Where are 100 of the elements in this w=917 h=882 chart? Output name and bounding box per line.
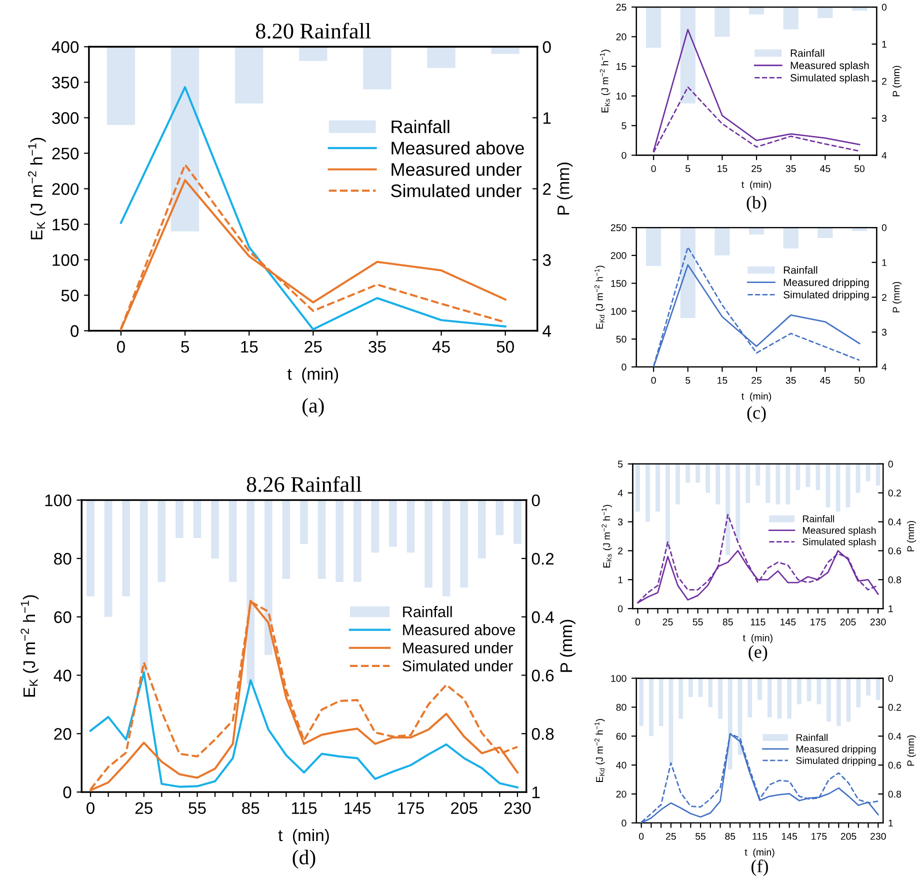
bar (636, 464, 640, 512)
y2-tick-label: 1 (532, 786, 540, 798)
x-tick-label: 25 (666, 832, 676, 840)
y2-axis-title: P (mm) (557, 162, 573, 215)
y2-tick-label: 3 (882, 114, 886, 122)
x-tick-label: 50 (854, 376, 865, 384)
bar (246, 500, 255, 684)
bar (678, 678, 683, 719)
bar (836, 678, 841, 726)
bar (846, 464, 850, 508)
x-tick-label: 55 (692, 618, 703, 626)
x-tick-label: 25 (135, 802, 152, 814)
legend-label: Rainfall (403, 606, 452, 618)
bar (646, 464, 650, 522)
x-tick-label: 0 (635, 618, 640, 626)
bar (389, 500, 397, 547)
bar (646, 228, 662, 266)
y-tick-label: 5 (622, 122, 626, 130)
bar (767, 678, 772, 718)
bar (756, 464, 760, 486)
x-axis-title: t (min) (744, 848, 774, 858)
y-tick-label: 350 (52, 76, 79, 88)
bar (427, 46, 456, 68)
bar (766, 464, 770, 503)
y-tick-label: 250 (610, 224, 626, 232)
bar (726, 464, 730, 556)
x-tick-label: 5 (686, 165, 690, 172)
y-tick-label: 80 (54, 552, 72, 565)
legend-label: Rainfall (784, 266, 818, 274)
x-tick-label: 50 (496, 340, 514, 353)
legend-label: Measured above (392, 141, 524, 155)
text: (f) (752, 859, 768, 876)
y2-tick-label: 0 (888, 674, 893, 682)
y2-tick-label: 0.6 (888, 762, 902, 769)
bar (846, 678, 851, 722)
y2-tick-label: 0.6 (888, 547, 902, 554)
y2-tick-label: 0.8 (888, 576, 902, 584)
bar (680, 228, 696, 318)
x-tick-label: 25 (752, 376, 762, 384)
bar (639, 678, 644, 726)
x-tick-label: 85 (242, 802, 260, 814)
bar (363, 46, 392, 90)
x-tick-label: 115 (292, 802, 317, 814)
bar (818, 7, 833, 18)
y2-axis-title: P (mm) (892, 66, 902, 96)
y-tick-label: 20 (616, 790, 626, 798)
bar (728, 678, 732, 770)
bar (170, 46, 200, 232)
bar (783, 7, 798, 30)
y2-tick-label: 0 (542, 41, 551, 53)
y2-tick-label: 0.4 (888, 518, 902, 526)
y-tick-label: 25 (616, 4, 626, 11)
y-axis-title: E$_{Kd}$ (J m$^{−2}$ h$^{−1}$) (594, 719, 605, 782)
bar (718, 678, 722, 719)
legend-label: Rainfall (790, 49, 824, 57)
x-tick-label: 85 (722, 618, 733, 626)
bar (318, 500, 326, 579)
bar (787, 678, 792, 719)
y2-tick-label: 0.2 (888, 490, 901, 496)
x-tick-label: 0 (651, 165, 656, 172)
bar (496, 500, 504, 536)
bar (264, 500, 272, 655)
bar (86, 500, 94, 596)
y2-tick-label: 2 (882, 294, 886, 301)
y-tick-label: 50 (616, 336, 626, 343)
bar (668, 678, 674, 764)
x-tick-label: 45 (820, 376, 830, 384)
bar (299, 46, 328, 61)
y-tick-label: 100 (611, 674, 626, 682)
bar (746, 464, 750, 503)
bar (716, 464, 720, 504)
y-tick-label: 0 (622, 820, 626, 827)
y-axis-title: E$_{Kd}$ (J m$^{−2}$ h$^{−1}$) (594, 266, 605, 329)
bar (158, 500, 166, 582)
y-axis-title: E$_{Ks}$ (J m$^{−2}$ h$^{−1}$) (602, 504, 612, 568)
bar (282, 500, 290, 579)
y2-axis-title: P (mm) (907, 735, 916, 766)
y2-tick-label: 0.2 (532, 552, 554, 565)
y-tick-label: 100 (611, 308, 626, 315)
x-tick-label: 25 (752, 165, 762, 172)
legend-label: Measured above (403, 624, 515, 636)
y-tick-label: 40 (616, 762, 626, 769)
bar (442, 500, 450, 596)
y2-tick-label: 0.4 (532, 611, 554, 624)
text: (b) (746, 196, 766, 212)
bar (193, 500, 202, 538)
legend-label: Simulated splash (802, 538, 876, 548)
x-tick-label: 45 (820, 165, 830, 172)
y2-tick-label: 3 (542, 254, 551, 266)
bar (856, 678, 861, 708)
bar (708, 678, 713, 708)
y-tick-label: 300 (52, 112, 79, 124)
y2-tick-label: 0.8 (888, 790, 902, 798)
x-axis-title: t (min) (287, 368, 338, 384)
x-tick-label: 0 (116, 340, 125, 353)
bar (777, 678, 782, 719)
text: (a) (302, 398, 324, 417)
bar (686, 464, 690, 483)
y2-tick-label: 1 (888, 820, 893, 826)
legend-label: Measured splash (790, 61, 869, 72)
